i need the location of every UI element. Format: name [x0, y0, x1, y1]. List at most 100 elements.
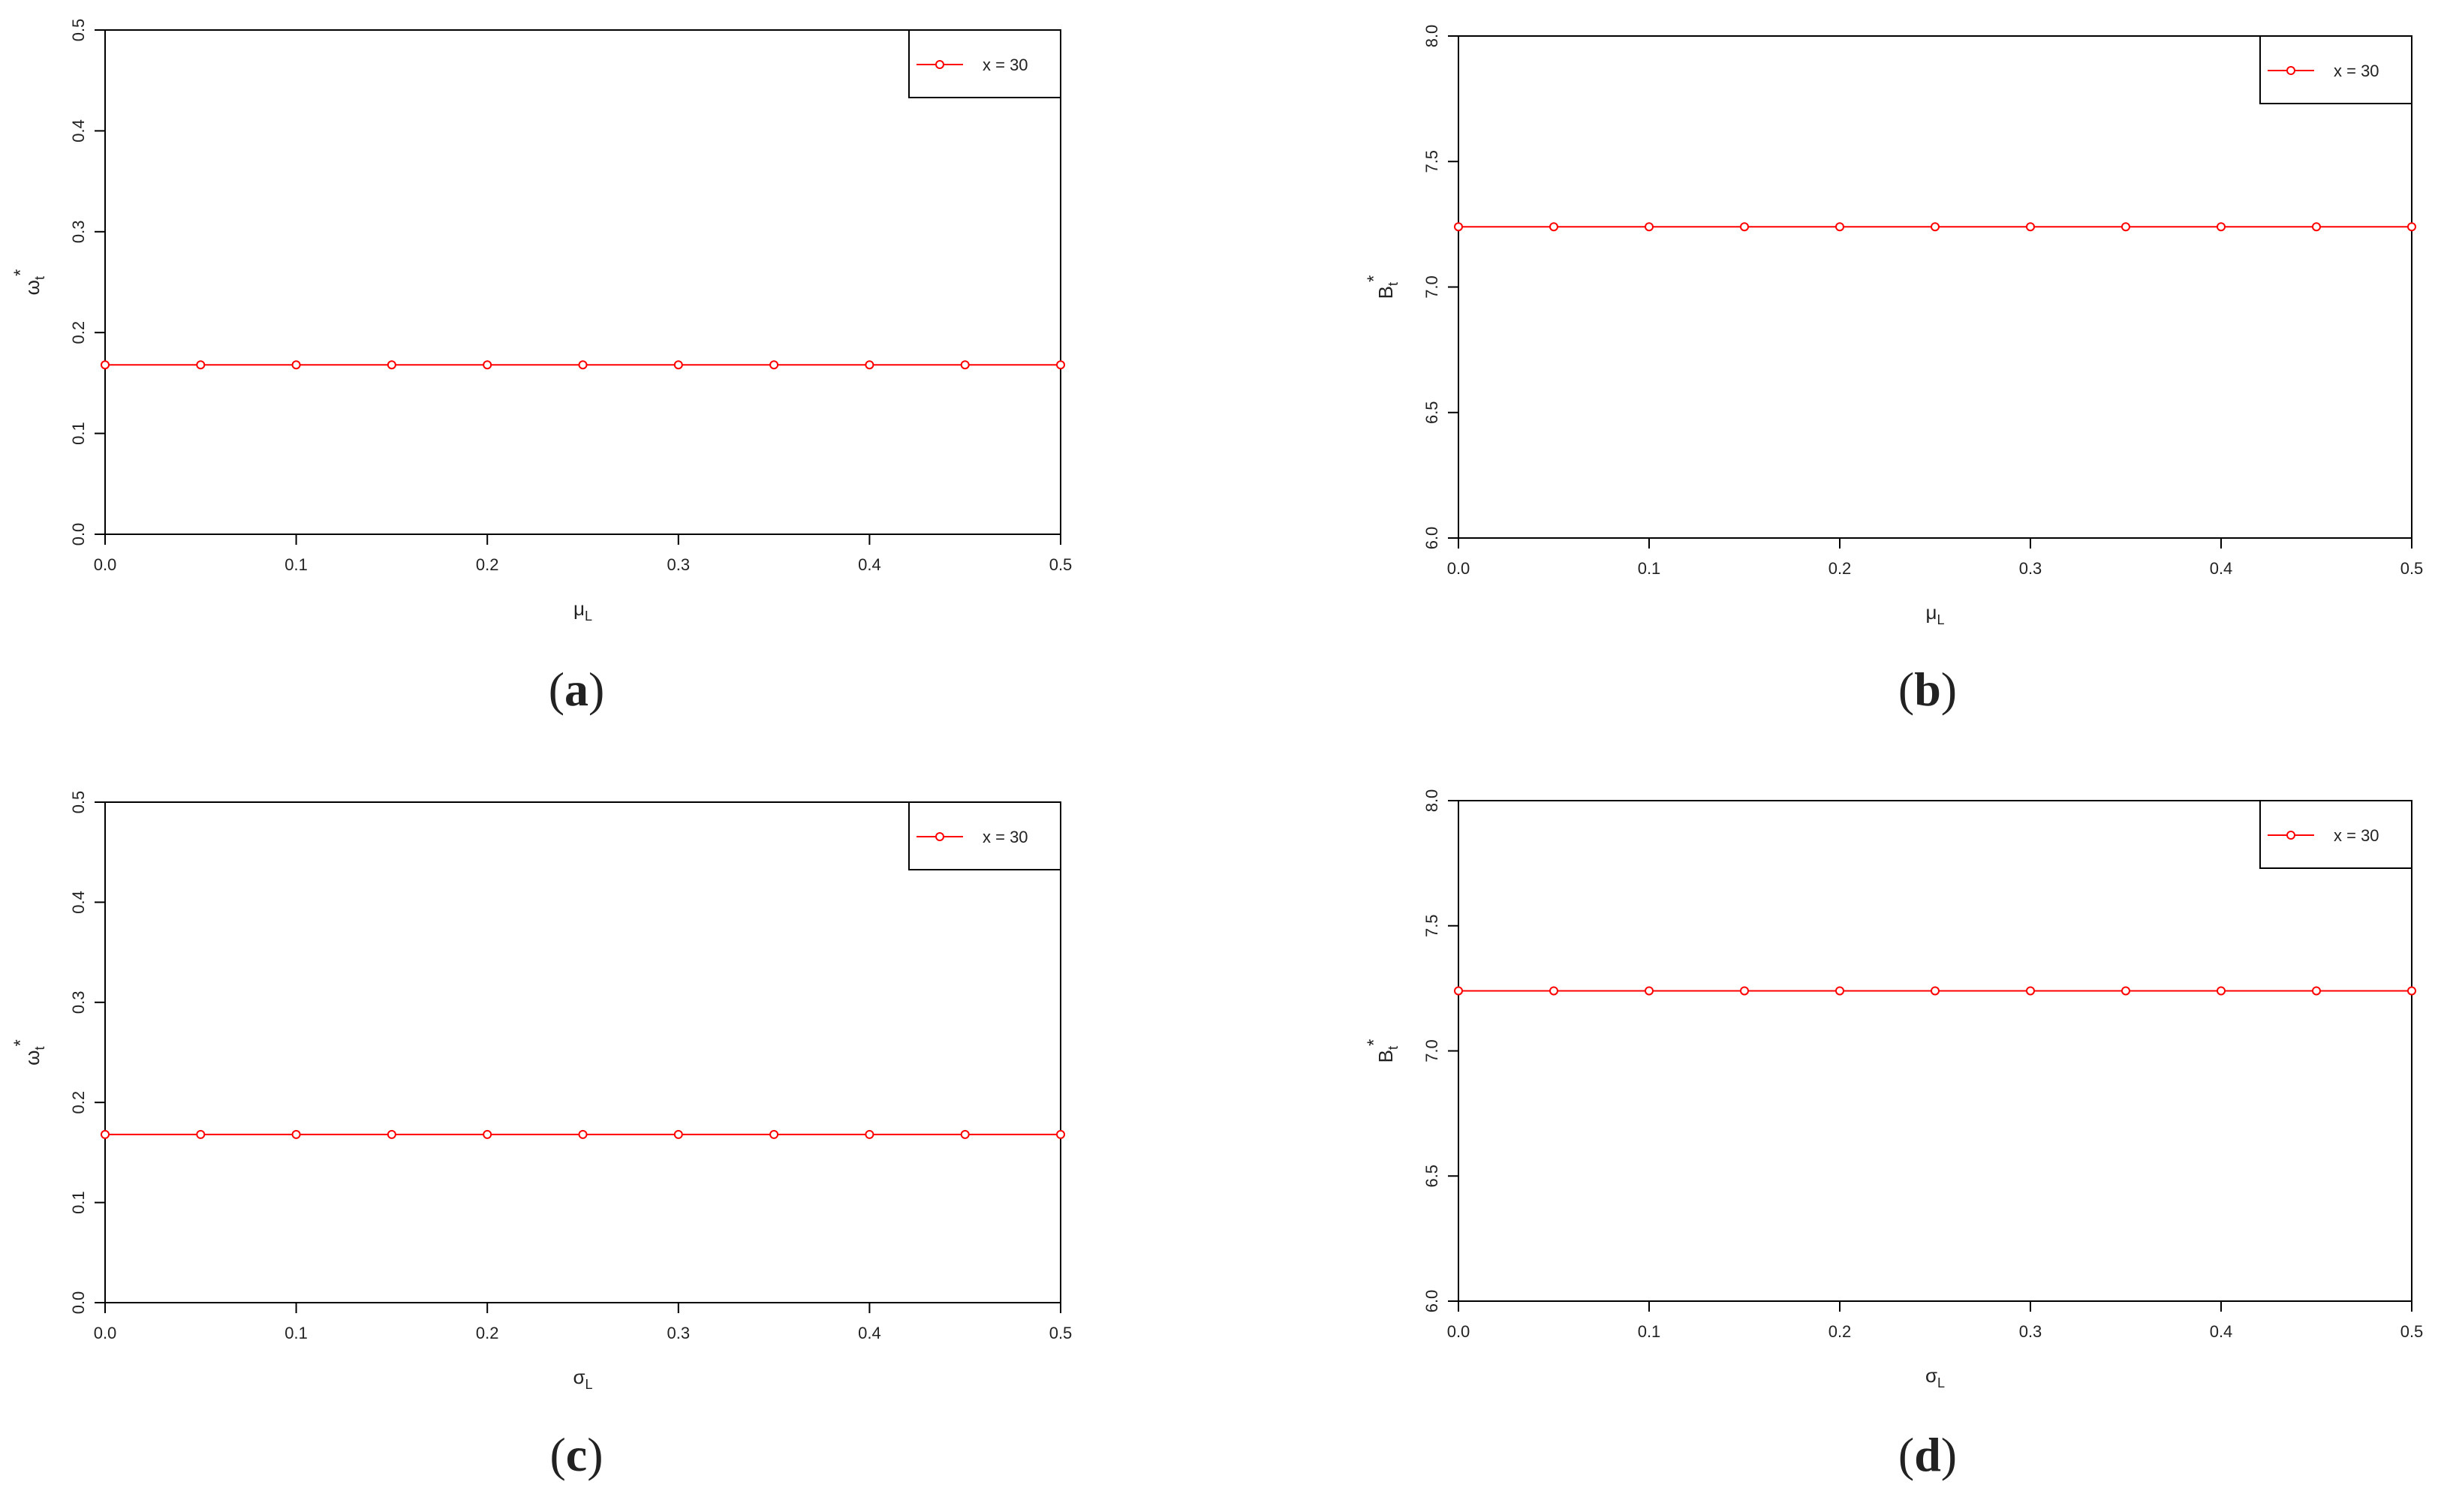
panel-caption-open: (: [549, 1428, 565, 1481]
chart-panel-d: 0.0 0.1 0.2 0.3 0.4 0.5 6.0 6.5 7.0 7.5 8.0 σL Bt* x …: [1364, 789, 2423, 1481]
panel-caption-letter: a: [564, 663, 588, 716]
x-tick-label: 0.2: [476, 555, 499, 574]
y-tick-label: 0.5: [69, 791, 88, 814]
data-point: [960, 360, 970, 370]
x-axis-label: σL: [573, 1366, 592, 1392]
data-point: [1454, 222, 1463, 232]
x-axis-label-main: μ: [1926, 601, 1937, 624]
data-point: [578, 1129, 588, 1139]
chart-panel-b: 0.0 0.1 0.2 0.3 0.4 0.5 6.0 6.5 7.0 7.5 8.0 μL Bt* x …: [1364, 25, 2423, 716]
x-tick-label: 0.5: [2400, 559, 2424, 578]
data-point: [2121, 222, 2130, 232]
x-tick-label: 0.4: [858, 555, 881, 574]
x-tick-label: 0.3: [667, 555, 691, 574]
x-tick-label: 0.5: [1049, 1324, 1073, 1342]
data-point: [196, 1129, 206, 1139]
x-axis-label-sub: L: [585, 1377, 593, 1392]
data-point: [1454, 986, 1463, 996]
y-tick-label: 6.5: [1422, 1165, 1441, 1188]
data-point: [291, 1129, 301, 1139]
legend: x = 30: [2259, 800, 2412, 869]
legend-swatch-marker: [2286, 66, 2295, 75]
y-axis-label-sub: t: [1386, 282, 1401, 286]
panel-caption-open: (: [1898, 663, 1914, 716]
y-tick-label: 0.0: [69, 523, 88, 546]
panel-caption-close: ): [1941, 1428, 1957, 1481]
y-tick-label: 6.0: [1422, 1290, 1441, 1313]
panel-caption: (c): [549, 1428, 603, 1481]
data-point: [1549, 986, 1558, 996]
y-axis-label-sub: t: [32, 276, 47, 280]
y-tick-label: 0.5: [69, 19, 88, 42]
legend-swatch-marker: [935, 832, 944, 841]
data-point: [2407, 222, 2416, 232]
data-point: [1740, 222, 1749, 232]
y-tick-label: 7.0: [1422, 1039, 1441, 1063]
legend-swatch-marker: [2286, 831, 2295, 840]
y-tick-label: 0.1: [69, 422, 88, 445]
x-axis-label-sub: L: [1937, 612, 1944, 627]
y-tick-label: 8.0: [1422, 25, 1441, 48]
x-tick-label: 0.1: [284, 1324, 308, 1342]
data-point: [483, 360, 492, 370]
y-axis-label-main: ω: [21, 1051, 44, 1066]
y-axis-label-sup: *: [1364, 275, 1384, 282]
x-tick-label: 0.5: [2400, 1322, 2424, 1341]
legend: x = 30: [2259, 35, 2412, 104]
data-point: [387, 1129, 396, 1139]
panel-caption: (b): [1898, 663, 1957, 716]
data-point: [865, 360, 874, 370]
chart-panel-a: 0.0 0.1 0.2 0.3 0.4 0.50.00.10.20.30.40.5μLωt…: [11, 19, 1072, 716]
y-tick-label: 0.2: [69, 1091, 88, 1114]
data-point: [2121, 986, 2130, 996]
y-axis-label-sup: *: [11, 1039, 31, 1046]
x-tick-label: 0.0: [94, 1324, 117, 1342]
y-axis-label-main: B: [1374, 1050, 1397, 1063]
data-point: [1931, 222, 1940, 232]
y-tick-label: 0.3: [69, 991, 88, 1015]
x-tick-label: 0.4: [858, 1324, 881, 1342]
y-axis-label-main: ω: [21, 280, 44, 295]
data-point: [769, 1129, 779, 1139]
y-axis-label: Bt*: [1364, 275, 1401, 299]
chart-panel-c: 0.0 0.1 0.2 0.3 0.4 0.50.00.10.20.30.40.5σLωt…: [11, 791, 1072, 1481]
panel-caption-close: ): [587, 1428, 603, 1481]
data-point: [1549, 222, 1558, 232]
x-tick-label: 0.1: [1638, 559, 1661, 578]
y-axis-label: ωt*: [11, 1039, 47, 1066]
x-tick-label: 0.3: [2019, 1322, 2042, 1341]
y-tick-label: 0.0: [69, 1291, 88, 1315]
data-point: [769, 360, 779, 370]
x-tick-label: 0.3: [667, 1324, 691, 1342]
x-tick-label: 0.5: [1049, 555, 1073, 574]
plot-frame: [1458, 800, 2412, 1302]
legend: x = 30: [908, 801, 1061, 870]
x-tick-label: 0.2: [1828, 1322, 1852, 1341]
data-point: [673, 1129, 683, 1139]
data-point: [483, 1129, 492, 1139]
panel-caption-open: (: [549, 663, 564, 716]
panel-caption-letter: d: [1914, 1428, 1941, 1481]
y-tick-label: 0.4: [69, 891, 88, 914]
data-point: [1645, 986, 1654, 996]
panel-caption-open: (: [1898, 1428, 1914, 1481]
y-tick-label: 6.0: [1422, 527, 1441, 550]
x-tick-label: 0.0: [1447, 559, 1470, 578]
x-axis-label-main: μ: [573, 597, 585, 620]
x-axis-label-main: σ: [1925, 1364, 1937, 1387]
x-tick-label: 0.1: [1638, 1322, 1661, 1341]
data-point: [196, 360, 206, 370]
plot-frame: [104, 29, 1061, 535]
y-tick-label: 0.3: [69, 221, 88, 244]
y-tick-label: 6.5: [1422, 401, 1441, 424]
x-tick-label: 0.3: [2019, 559, 2042, 578]
data-point: [2026, 986, 2035, 996]
x-axis-label-main: σ: [573, 1366, 585, 1388]
data-point: [387, 360, 396, 370]
y-tick-label: 7.5: [1422, 914, 1441, 937]
x-axis-label: σL: [1925, 1364, 1945, 1390]
data-point: [865, 1129, 874, 1139]
data-point: [1835, 986, 1844, 996]
y-axis-label: ωt*: [11, 269, 47, 296]
